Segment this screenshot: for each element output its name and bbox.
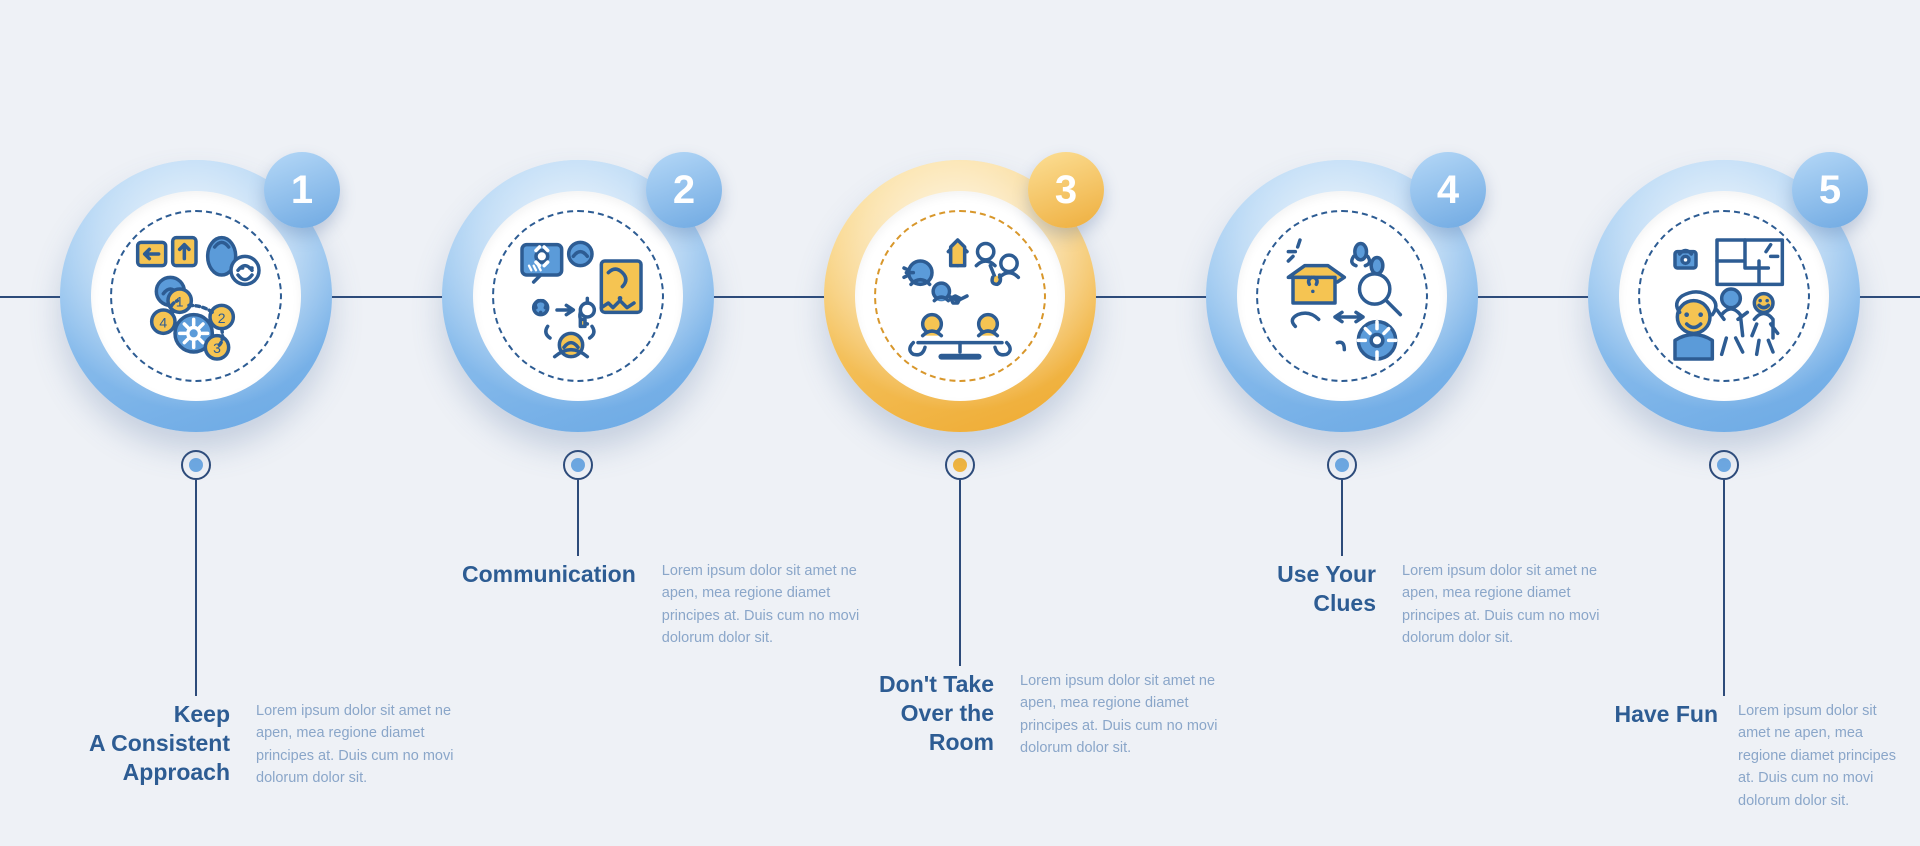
- step-2-text: Communication Lorem ipsum dolor sit amet…: [462, 560, 862, 650]
- step-2-title: Communication: [462, 560, 636, 589]
- step-2-body: Lorem ipsum dolor sit amet ne apen, mea …: [662, 560, 862, 650]
- step-4-inner: [1237, 191, 1447, 401]
- step-1-body: Lorem ipsum dolor sit amet ne apen, mea …: [256, 700, 480, 790]
- step-5-dashed-ring: [1638, 210, 1810, 382]
- step-3-circle: 3: [824, 160, 1096, 432]
- step-5-dot: [1709, 450, 1739, 480]
- step-5-inner: [1619, 191, 1829, 401]
- step-1: 4 1 2 3 1: [60, 160, 332, 696]
- step-4-title: Use Your Clues: [1226, 560, 1376, 618]
- step-3-body: Lorem ipsum dolor sit amet ne apen, mea …: [1020, 670, 1244, 760]
- step-4-number: 4: [1437, 168, 1459, 213]
- step-2-inner: [473, 191, 683, 401]
- step-2-circle: 2: [442, 160, 714, 432]
- step-2-number: 2: [673, 168, 695, 213]
- step-2-dashed-ring: [492, 210, 664, 382]
- step-5-badge: 5: [1792, 152, 1868, 228]
- steps-row: 4 1 2 3 1: [0, 160, 1920, 696]
- step-5: 5: [1588, 160, 1860, 696]
- step-4-dashed-ring: [1256, 210, 1428, 382]
- step-1-circle: 4 1 2 3 1: [60, 160, 332, 432]
- step-1-number: 1: [291, 168, 313, 213]
- step-2-badge: 2: [646, 152, 722, 228]
- step-1-text: Keep A Consistent Approach Lorem ipsum d…: [80, 700, 480, 790]
- step-1-inner: 4 1 2 3: [91, 191, 301, 401]
- step-5-circle: 5: [1588, 160, 1860, 432]
- step-5-text: Have Fun Lorem ipsum dolor sit amet ne a…: [1608, 700, 1908, 812]
- step-1-dashed-ring: [110, 210, 282, 382]
- step-3-connector: [959, 480, 961, 666]
- step-5-connector: [1723, 480, 1725, 696]
- step-4-badge: 4: [1410, 152, 1486, 228]
- step-3-number: 3: [1055, 168, 1077, 213]
- step-5-title: Have Fun: [1608, 700, 1718, 729]
- step-3-dot: [945, 450, 975, 480]
- step-4-connector: [1341, 480, 1343, 556]
- step-4-body: Lorem ipsum dolor sit amet ne apen, mea …: [1402, 560, 1626, 650]
- step-5-number: 5: [1819, 168, 1841, 213]
- step-1-dot: [181, 450, 211, 480]
- step-1-badge: 1: [264, 152, 340, 228]
- step-3-badge: 3: [1028, 152, 1104, 228]
- step-3-title: Don't Take Over the Room: [844, 670, 994, 756]
- step-3-dashed-ring: [874, 210, 1046, 382]
- step-1-connector: [195, 480, 197, 696]
- step-3-inner: [855, 191, 1065, 401]
- step-4-text: Use Your Clues Lorem ipsum dolor sit ame…: [1226, 560, 1626, 650]
- step-4-dot: [1327, 450, 1357, 480]
- step-2-connector: [577, 480, 579, 556]
- step-1-title: Keep A Consistent Approach: [80, 700, 230, 786]
- step-3: 3: [824, 160, 1096, 696]
- step-4-circle: 4: [1206, 160, 1478, 432]
- step-5-body: Lorem ipsum dolor sit amet ne apen, mea …: [1738, 700, 1908, 812]
- step-2-dot: [563, 450, 593, 480]
- step-3-text: Don't Take Over the Room Lorem ipsum dol…: [844, 670, 1244, 760]
